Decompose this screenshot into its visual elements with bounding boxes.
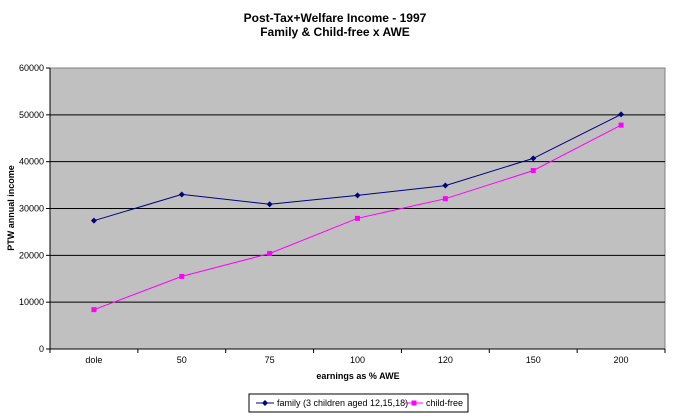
- y-tick-label: 0: [39, 344, 44, 354]
- y-axis-ticks: 0 10000 20000 30000 40000 50000 60000: [19, 63, 50, 354]
- data-point: [442, 182, 449, 189]
- legend: family (3 children aged 12,15,18) child-f…: [248, 393, 469, 413]
- y-tick-label: 20000: [19, 250, 44, 260]
- x-tick-label: 120: [438, 355, 453, 365]
- legend-label: family (3 children aged 12,15,18): [277, 398, 408, 408]
- data-point: [90, 217, 97, 224]
- y-tick-label: 10000: [19, 297, 44, 307]
- chart-title: Post-Tax+Welfare Income - 1997: [244, 11, 427, 25]
- x-tick-label: 200: [614, 355, 629, 365]
- x-tick-label: 75: [265, 355, 275, 365]
- x-tick-label: 50: [177, 355, 187, 365]
- y-tick-label: 60000: [19, 63, 44, 73]
- y-tick-label: 30000: [19, 204, 44, 214]
- legend-marker: [262, 400, 268, 406]
- data-point: [91, 307, 97, 313]
- y-axis-label: PTW annual income: [6, 165, 16, 251]
- x-axis-ticks: dole 50 75 100 120 150 200: [49, 349, 666, 365]
- y-tick-label: 40000: [19, 157, 44, 167]
- data-point: [530, 155, 537, 162]
- x-tick-label: dole: [85, 355, 102, 365]
- chart-subtitle: Family & Child-free x AWE: [260, 25, 410, 39]
- legend-box: [248, 393, 469, 413]
- data-point: [354, 192, 361, 199]
- data-point: [530, 168, 536, 174]
- data-point: [267, 250, 273, 256]
- data-point: [266, 201, 273, 208]
- data-point: [178, 191, 185, 198]
- data-point: [442, 196, 448, 202]
- legend-label: child-free: [426, 398, 463, 408]
- x-tick-label: 100: [350, 355, 365, 365]
- data-point: [179, 273, 185, 279]
- x-axis-label: earnings as % AWE: [316, 371, 399, 381]
- legend-marker: [411, 400, 417, 406]
- y-tick-label: 50000: [19, 110, 44, 120]
- series-group: [90, 111, 625, 313]
- data-point: [618, 111, 625, 118]
- data-point: [618, 122, 624, 128]
- x-tick-label: 150: [526, 355, 541, 365]
- data-point: [355, 215, 360, 221]
